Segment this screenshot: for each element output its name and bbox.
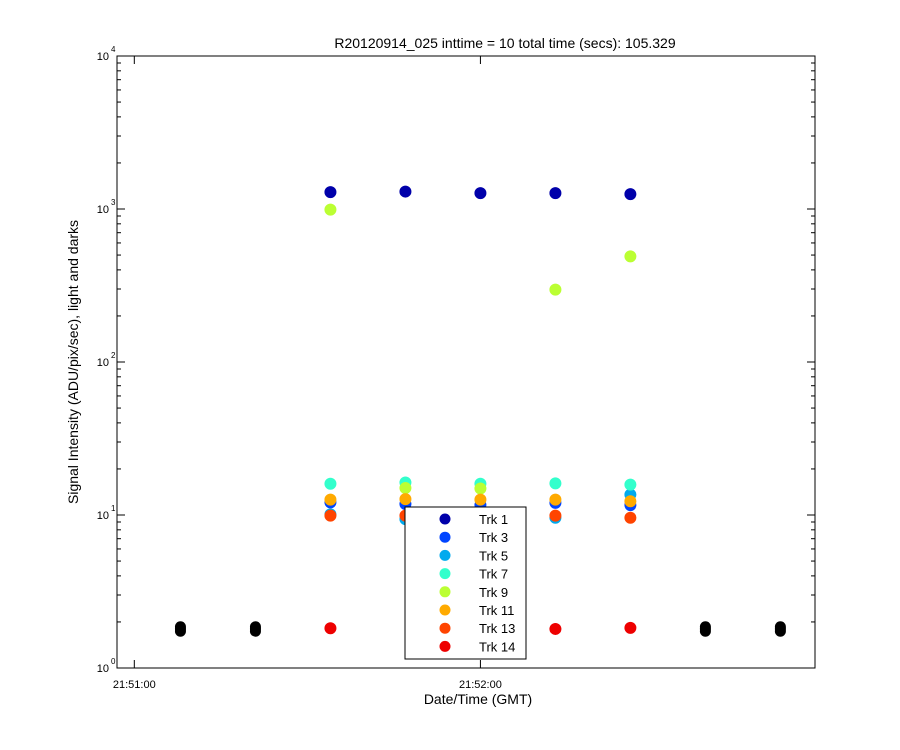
- legend-label: Trk 14: [479, 639, 515, 654]
- point-trk-9: [624, 250, 637, 263]
- y-tick-label: 10: [97, 204, 109, 216]
- legend-label: Trk 11: [479, 603, 514, 618]
- point-trk-1: [324, 186, 337, 199]
- y-axis-label: Signal Intensity (ADU/pix/sec), light an…: [65, 220, 81, 504]
- point-trk-14: [324, 622, 337, 635]
- point-trk-11: [474, 493, 487, 506]
- legend-marker: [439, 531, 451, 543]
- point-trk-7: [624, 478, 637, 491]
- y-tick-label: 10: [97, 510, 109, 522]
- legend-marker: [439, 513, 451, 525]
- legend-label: Trk 7: [479, 567, 508, 582]
- chart-title: R20120914_025 inttime = 10 total time (s…: [334, 35, 675, 51]
- point-trk-13: [549, 509, 562, 522]
- point-trk-7: [549, 477, 562, 490]
- point-trk-14: [624, 621, 637, 634]
- legend-marker: [439, 622, 451, 634]
- legend-marker: [439, 549, 451, 561]
- point-trk-13: [324, 509, 337, 522]
- point-trk-11: [399, 493, 412, 506]
- legend-label: Trk 3: [479, 530, 508, 545]
- y-tick-label: 10: [97, 663, 109, 675]
- y-tick-label: 10: [97, 51, 109, 63]
- legend-marker: [439, 568, 451, 580]
- point-trk-9: [549, 283, 562, 296]
- point-trk-11: [324, 493, 337, 506]
- y-tick-label: 10: [97, 357, 109, 369]
- legend-marker: [439, 586, 451, 598]
- legend-marker: [439, 604, 451, 616]
- point-trk-11: [624, 495, 637, 508]
- point-trk-11: [549, 493, 562, 506]
- legend-box: [404, 506, 527, 660]
- point-trk-9: [399, 482, 412, 495]
- point-trk-7: [324, 477, 337, 490]
- legend-marker: [439, 640, 451, 652]
- legend-label: Trk 1: [479, 512, 508, 527]
- point-trk-1: [549, 187, 562, 200]
- legend-label: Trk 5: [479, 548, 508, 563]
- point-trk-9: [474, 482, 487, 495]
- y-tick-exponent: 2: [111, 351, 116, 360]
- y-tick-exponent: 1: [111, 504, 116, 513]
- point-dark: [774, 625, 786, 637]
- legend: Trk 1 Trk 3 Trk 5 Trk 7 Trk 9 Trk 11 Trk 13 Trk…: [404, 506, 527, 660]
- y-tick-exponent: 4: [111, 45, 116, 54]
- point-trk-13: [624, 511, 637, 524]
- point-trk-1: [624, 188, 637, 201]
- point-dark: [699, 625, 711, 637]
- x-tick-label: 21:51:00: [113, 679, 156, 691]
- y-tick-exponent: 3: [111, 198, 116, 207]
- data-marks: [174, 185, 786, 637]
- point-dark: [249, 625, 261, 637]
- point-trk-1: [474, 187, 487, 200]
- point-trk-9: [324, 203, 337, 216]
- y-tick-exponent: 0: [111, 657, 116, 666]
- point-trk-1: [399, 185, 412, 198]
- x-axis-label: Date/Time (GMT): [424, 691, 532, 707]
- legend-label: Trk 9: [479, 585, 508, 600]
- x-tick-label: 21:52:00: [459, 679, 502, 691]
- point-trk-14: [549, 622, 562, 635]
- legend-label: Trk 13: [479, 621, 515, 636]
- point-dark: [174, 625, 186, 637]
